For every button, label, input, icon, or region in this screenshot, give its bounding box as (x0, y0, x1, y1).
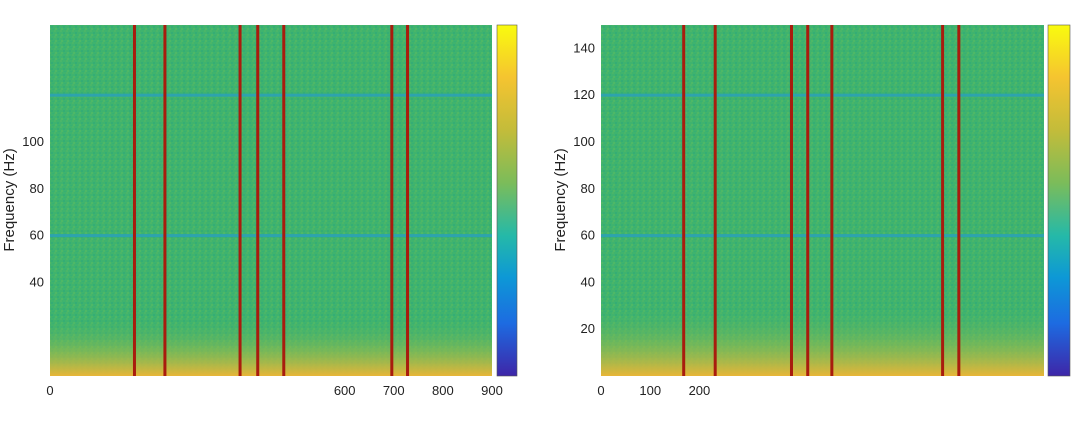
harmonic-band (601, 234, 1044, 238)
y-tick-label: 40 (30, 274, 44, 289)
spectrogram-panel-left: 40 60 80 100 0 600 700 800 900 Frequency (Hz) (1, 24, 518, 398)
harmonic-band (50, 93, 492, 97)
harmonic-bands (50, 93, 492, 238)
y-tick-label: 80 (30, 181, 44, 196)
event-marker-line (163, 25, 167, 376)
event-marker-line (789, 25, 793, 376)
y-tick-label: 60 (581, 228, 595, 243)
x-ticks: 0 600 700 800 900 (46, 383, 502, 398)
event-marker-line (957, 25, 961, 376)
x-tick-label: 100 (639, 383, 661, 398)
event-marker-line (713, 25, 717, 376)
event-marker-line (682, 25, 686, 376)
x-tick-label: 600 (334, 383, 356, 398)
low-frequency-energy (601, 306, 1044, 376)
y-tick-label: 40 (581, 274, 595, 289)
y-tick-label: 80 (581, 181, 595, 196)
y-tick-label: 100 (22, 134, 44, 149)
harmonic-bands (601, 93, 1044, 238)
y-tick-label: 60 (30, 228, 44, 243)
colorbar (1047, 24, 1071, 377)
event-marker-line (941, 25, 945, 376)
x-tick-label: 0 (597, 383, 604, 398)
colorbar (496, 24, 518, 377)
y-axis-label: Frequency (Hz) (552, 148, 569, 251)
y-tick-label: 20 (581, 321, 595, 336)
y-axis-label: Frequency (Hz) (1, 148, 18, 251)
x-ticks: 0 100 200 (597, 383, 710, 398)
event-marker-line (830, 25, 834, 376)
event-marker-line (390, 25, 394, 376)
y-ticks: 40 60 80 100 (22, 134, 44, 289)
event-marker-line (282, 25, 286, 376)
low-frequency-energy (50, 316, 492, 376)
harmonic-band (50, 234, 492, 238)
event-marker-line (406, 25, 410, 376)
event-marker-line (256, 25, 260, 376)
x-tick-label: 800 (432, 383, 454, 398)
event-marker-line (132, 25, 136, 376)
harmonic-band (601, 93, 1044, 97)
y-ticks: 20 40 60 80 100 120 140 (573, 40, 595, 336)
y-tick-label: 140 (573, 40, 595, 55)
y-tick-label: 100 (573, 134, 595, 149)
x-tick-label: 700 (383, 383, 405, 398)
event-marker-line (806, 25, 810, 376)
event-markers (682, 25, 961, 376)
x-tick-label: 0 (46, 383, 53, 398)
event-marker-line (238, 25, 242, 376)
event-markers (132, 25, 410, 376)
x-tick-label: 200 (689, 383, 711, 398)
spectrogram-panel-right: 20 40 60 80 100 120 140 0 100 200 Frequency (Hz) (552, 24, 1071, 398)
y-tick-label: 120 (573, 87, 595, 102)
x-tick-label: 900 (481, 383, 503, 398)
